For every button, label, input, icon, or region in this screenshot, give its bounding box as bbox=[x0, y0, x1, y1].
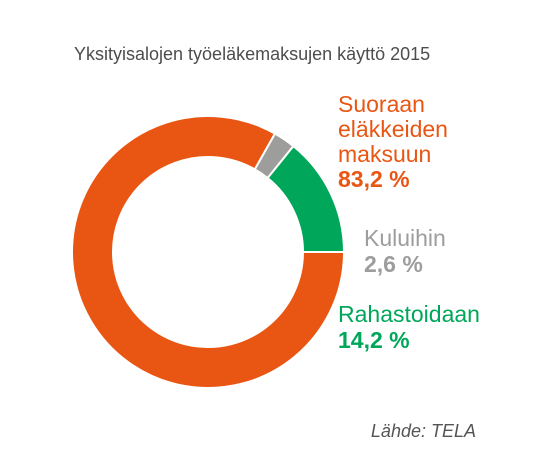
source-note: Lähde: TELA bbox=[370, 421, 476, 441]
legend-value-kuluihin: 2,6 % bbox=[364, 250, 423, 277]
legend-value-suoraan: 83,2 % bbox=[338, 166, 410, 193]
chart-title: Yksityisalojen työeläkemaksujen käyttö 2… bbox=[74, 44, 431, 64]
legend-label-kuluihin: Kuluihin bbox=[364, 225, 446, 251]
donut-slice-suoraan bbox=[71, 115, 346, 389]
legend-label-suoraan: Suoraan eläkkeiden maksuun bbox=[338, 91, 448, 167]
legend-label-rahastoidaan: Rahastoidaan bbox=[338, 301, 480, 327]
legend-value-rahastoidaan: 14,2 % bbox=[338, 326, 410, 353]
legend-item-suoraan: Suoraan eläkkeiden maksuun 83,2 % bbox=[338, 91, 448, 193]
donut-slice-rahastoidaan bbox=[266, 144, 346, 253]
legend-item-rahastoidaan: Rahastoidaan 14,2 % bbox=[338, 302, 480, 353]
legend-item-kuluihin: Kuluihin 2,6 % bbox=[364, 226, 446, 277]
